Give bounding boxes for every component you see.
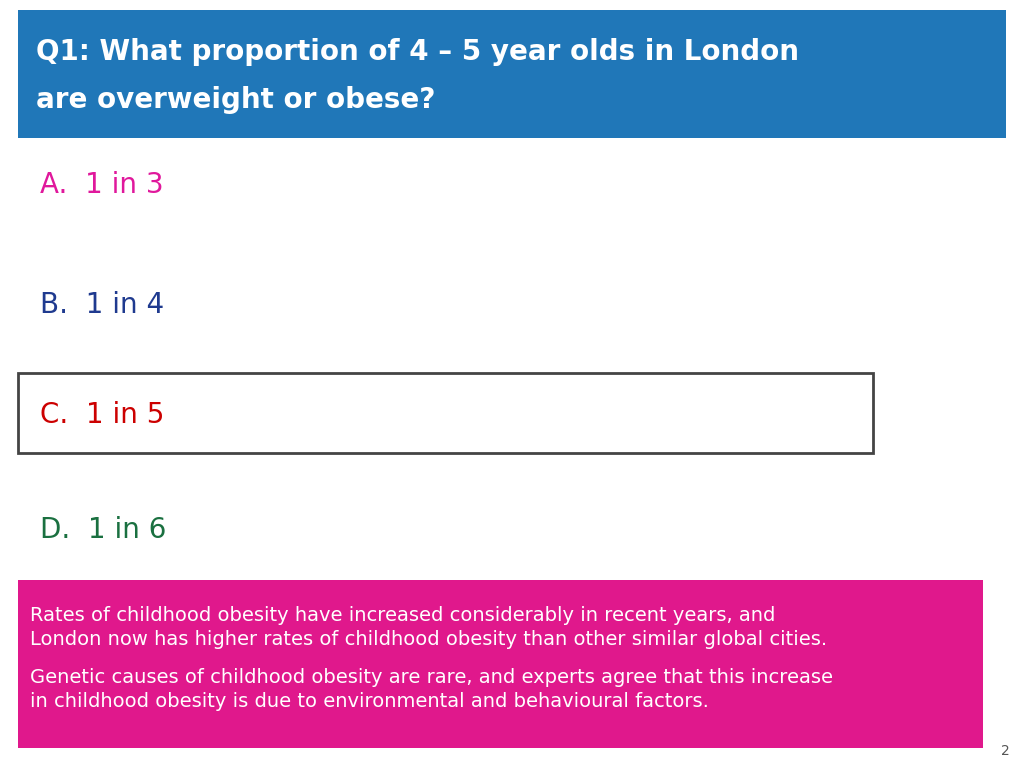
Text: in childhood obesity is due to environmental and behavioural factors.: in childhood obesity is due to environme… (30, 692, 709, 711)
Bar (18, 373, 873, 453)
Text: Q1: What proportion of 4 – 5 year olds in London: Q1: What proportion of 4 – 5 year olds i… (36, 38, 799, 66)
Text: Rates of childhood obesity have increased considerably in recent years, and: Rates of childhood obesity have increase… (30, 606, 775, 625)
Text: A.  1 in 3: A. 1 in 3 (40, 171, 164, 199)
Text: Genetic causes of childhood obesity are rare, and experts agree that this increa: Genetic causes of childhood obesity are … (30, 668, 833, 687)
Bar (18, 580, 983, 748)
Text: London now has higher rates of childhood obesity than other similar global citie: London now has higher rates of childhood… (30, 630, 827, 649)
Bar (18, 10, 1006, 138)
Text: 2: 2 (1001, 744, 1010, 758)
Text: are overweight or obese?: are overweight or obese? (36, 86, 435, 114)
Text: C.  1 in 5: C. 1 in 5 (40, 401, 165, 429)
Text: B.  1 in 4: B. 1 in 4 (40, 291, 164, 319)
Text: D.  1 in 6: D. 1 in 6 (40, 516, 166, 544)
